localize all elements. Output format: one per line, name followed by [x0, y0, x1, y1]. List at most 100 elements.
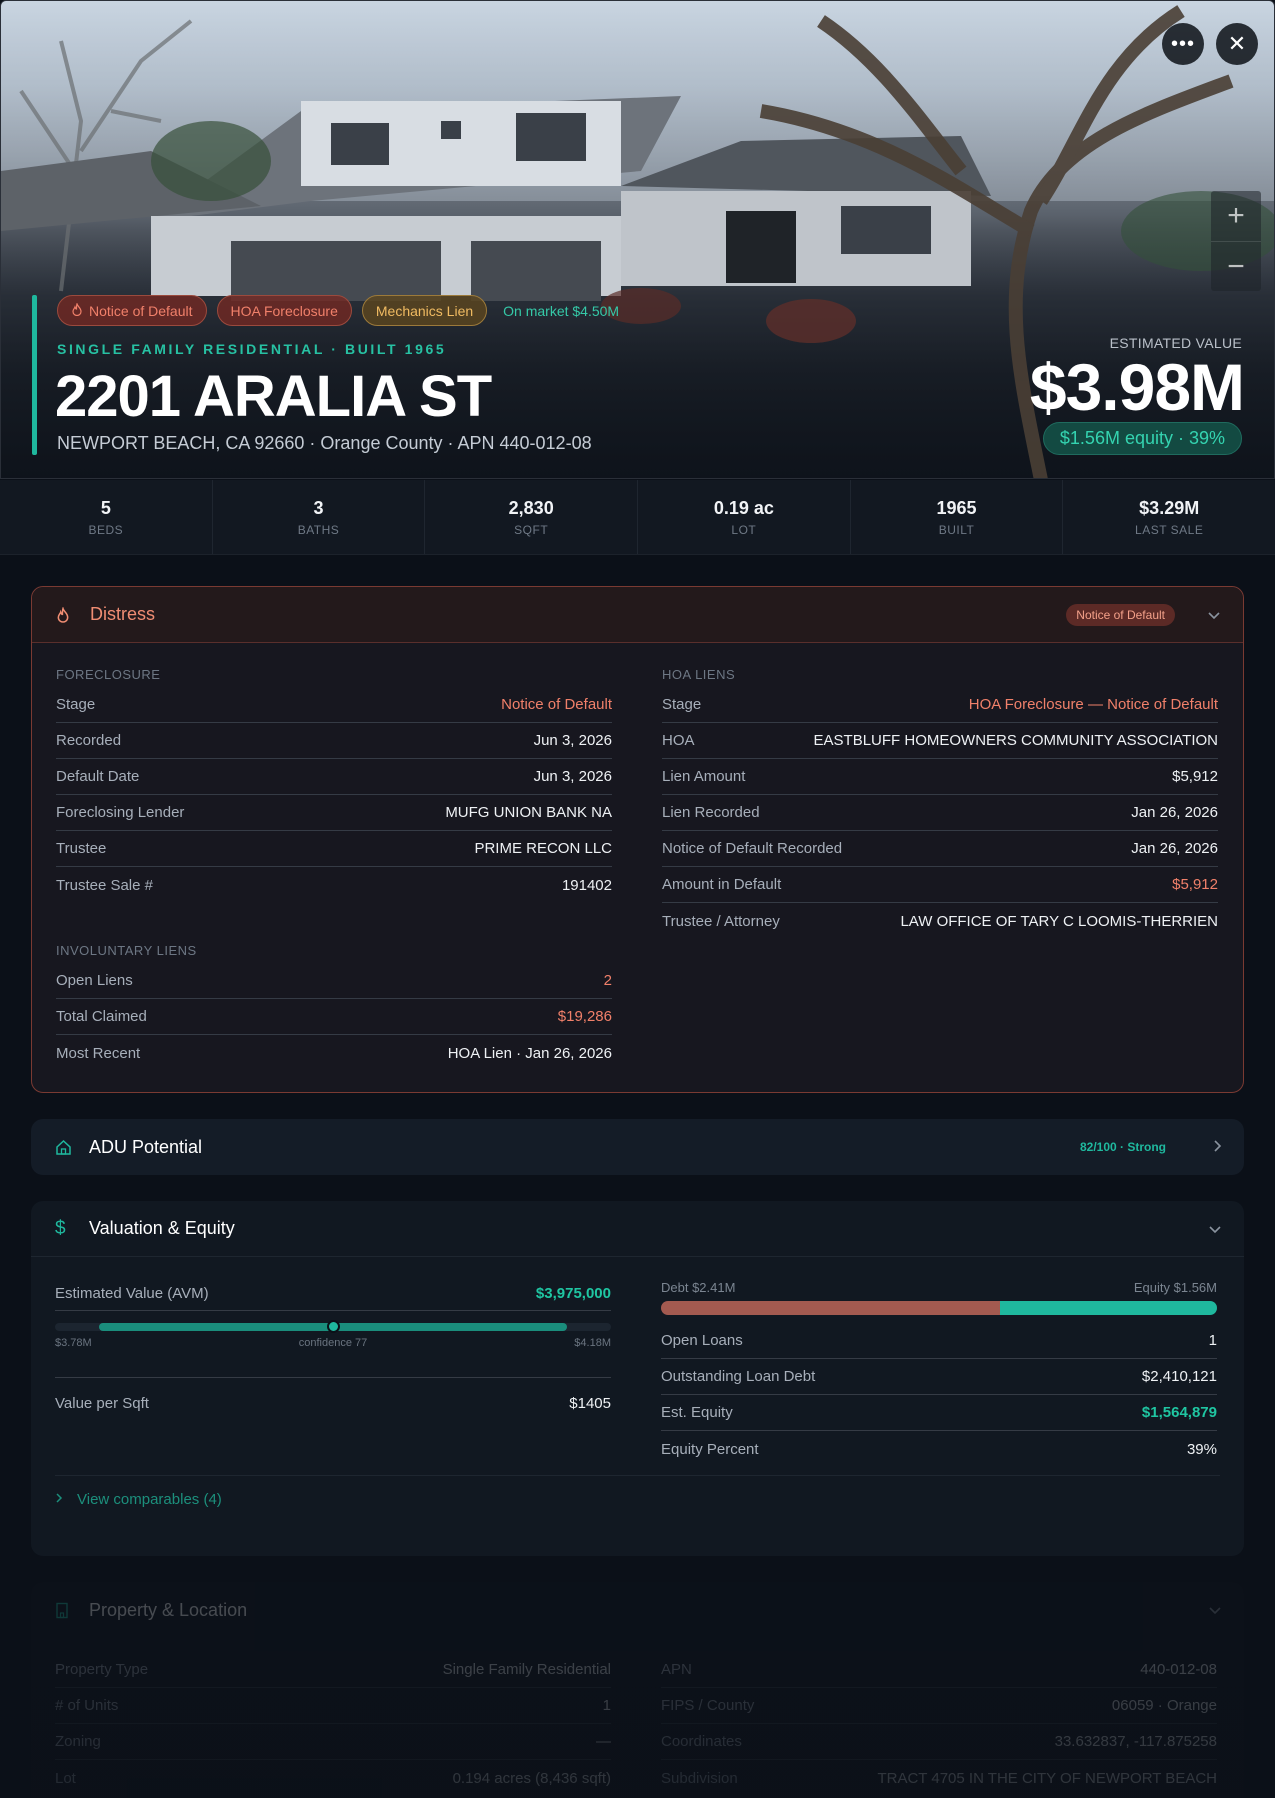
row-value: Jun 3, 2026 [533, 732, 612, 749]
row-value: Jan 26, 2026 [1131, 840, 1218, 857]
row-value: $19,286 [557, 1008, 612, 1025]
row-key: Est. Equity [661, 1404, 733, 1421]
row-key: Stage [56, 696, 96, 713]
close-icon: ✕ [1227, 31, 1247, 56]
building-icon [55, 1602, 75, 1619]
detail-row: Most Recent HOA Lien · Jan 26, 2026 [56, 1035, 612, 1071]
row-key: Lot [55, 1769, 76, 1787]
row-value: $5,912 [1172, 876, 1218, 893]
involuntary-liens-panel: INVOLUNTARY LIENS Open Liens 2 Total Claim… [56, 937, 612, 1071]
hoa-liens-rows: Stage HOA Foreclosure — Notice of Default… [662, 687, 1218, 939]
distress-title: Distress [90, 604, 156, 624]
row-value: HOA Lien · Jan 26, 2026 [447, 1044, 612, 1062]
row-value: 33.632837, -117.875258 [1054, 1733, 1217, 1750]
confidence-label: confidence 77 [298, 1337, 368, 1349]
row-value: 0.194 acres (8,436 sqft) [452, 1769, 611, 1787]
chevron-down-icon[interactable] [1207, 607, 1221, 623]
property-right-rows: APN 440-012-08 FIPS / County 06059 · Orange… [661, 1652, 1217, 1796]
detail-row: Stage Notice of Default [56, 687, 612, 723]
property-header[interactable]: Property & Location [31, 1582, 1244, 1638]
close-button[interactable]: ✕ [1216, 23, 1258, 65]
tag-mechanics-lien[interactable]: Mechanics Lien [361, 295, 488, 326]
row-key: Open Liens [56, 972, 133, 989]
row-value: 440-012-08 [1140, 1661, 1217, 1678]
property-left-rows: Property Type Single Family Residential # … [55, 1652, 611, 1796]
detail-row: Lien Amount $5,912 [662, 759, 1218, 795]
distress-header[interactable]: Distress Notice of Default [32, 587, 1243, 643]
status-badge: Notice of Default [1066, 604, 1175, 626]
foreclosure-rows: Stage Notice of Default Recorded Jun 3, 202… [56, 687, 612, 903]
row-value: LAW OFFICE OF TARY C LOOMIS-THERRIEN [900, 912, 1218, 930]
flame-icon [71, 301, 83, 319]
row-key: HOA [662, 732, 695, 749]
debt-equity-bar [661, 1301, 1217, 1315]
stat-value: 0.19 ac [713, 498, 774, 518]
detail-row: Subdivision TRACT 4705 IN THE CITY OF NEW… [661, 1760, 1217, 1796]
zoom-out-button[interactable]: − [1211, 241, 1261, 291]
estimated-value: $3.98M [1029, 350, 1245, 424]
valuation-header[interactable]: $ Valuation & Equity [31, 1201, 1244, 1257]
equity-badge: $1.56M equity · 39% [1042, 422, 1242, 455]
row-key: Zoning [55, 1733, 101, 1750]
avm-panel: Estimated Value (AVM) $3,975,000 $3.78M … [55, 1277, 611, 1429]
equity-panel: Debt $2.41M Equity $1.56M Open Loans 1 Out… [661, 1275, 1217, 1467]
row-key: Foreclosing Lender [56, 804, 185, 821]
view-comparables-link[interactable]: View comparables (4) [55, 1491, 222, 1508]
value-range-track [55, 1320, 611, 1333]
stat-sqft: 2,830 SQFT [425, 480, 639, 554]
stat-lot: 0.19 ac LOT [638, 480, 851, 554]
valuation-equity-section: $ Valuation & Equity Estimated Value (AV… [31, 1201, 1244, 1556]
range-labels: $3.78M confidence 77 $4.18M [55, 1337, 611, 1349]
row-key: Trustee / Attorney [662, 912, 780, 930]
tag-hoa-foreclosure[interactable]: HOA Foreclosure [216, 295, 352, 326]
property-address: 2201 ARALIA ST [55, 364, 492, 429]
stat-beds: 5 BEDS [0, 480, 213, 554]
distress-section: Distress Notice of Default FORECLOSURE S… [31, 586, 1244, 1093]
involuntary-liens-rows: Open Liens 2 Total Claimed $19,286 Most Rece… [56, 963, 612, 1071]
property-subtitle: SINGLE FAMILY RESIDENTIAL · BUILT 1965 [57, 341, 447, 357]
detail-row: Recorded Jun 3, 2026 [56, 723, 612, 759]
chevron-down-icon[interactable] [1208, 1221, 1222, 1237]
detail-row: Outstanding Loan Debt $2,410,121 [661, 1359, 1217, 1395]
row-key: Lien Recorded [662, 804, 760, 821]
adu-header[interactable]: ADU Potential 82/100 · Strong [31, 1119, 1244, 1175]
detail-row: Lot 0.194 acres (8,436 sqft) [55, 1760, 611, 1796]
row-key: Lien Amount [662, 768, 746, 785]
section-label: INVOLUNTARY LIENS [56, 942, 197, 958]
row-key: Stage [662, 696, 702, 713]
detail-row: Est. Equity $1,564,879 [661, 1395, 1217, 1431]
row-key: Equity Percent [661, 1440, 759, 1458]
detail-row: HOA EASTBLUFF HOMEOWNERS COMMUNITY ASSOCI… [662, 723, 1218, 759]
row-key: Default Date [56, 768, 140, 785]
chevron-right-icon[interactable] [1213, 1139, 1222, 1156]
chevron-down-icon[interactable] [1208, 1602, 1222, 1618]
property-location: NEWPORT BEACH, CA 92660 · Orange County … [57, 433, 592, 453]
row-key: Coordinates [661, 1733, 742, 1750]
adu-potential-section[interactable]: ADU Potential 82/100 · Strong [31, 1119, 1244, 1175]
detail-row: Open Liens 2 [56, 963, 612, 999]
zoom-in-button[interactable]: + [1227, 199, 1245, 232]
stat-built: 1965 BUILT [851, 480, 1064, 554]
valuation-title: Valuation & Equity [89, 1218, 235, 1238]
more-options-button[interactable]: ••• [1162, 23, 1204, 65]
row-value: EASTBLUFF HOMEOWNERS COMMUNITY ASSOCIATI… [813, 732, 1218, 749]
row-value: 06059 · Orange [1111, 1697, 1217, 1714]
detail-row: Foreclosing Lender MUFG UNION BANK NA [56, 795, 612, 831]
adu-score: 82/100 · Strong [1079, 1140, 1166, 1154]
row-key: Trustee Sale # [56, 876, 153, 894]
debt-segment [661, 1301, 1001, 1315]
row-value: 2 [603, 972, 612, 989]
estimated-value-label: ESTIMATED VALUE [1109, 335, 1242, 351]
detail-row: Lien Recorded Jan 26, 2026 [662, 795, 1218, 831]
row-key: Trustee [56, 840, 107, 857]
row-key: APN [661, 1661, 692, 1678]
row-key: Property Type [55, 1661, 149, 1678]
row-value: $1405 [569, 1395, 611, 1412]
row-key: FIPS / County [661, 1697, 755, 1714]
tag-notice-of-default[interactable]: Notice of Default [57, 295, 207, 326]
row-value: MUFG UNION BANK NA [445, 804, 612, 821]
stat-label: LOT [731, 523, 757, 537]
stat-value: 3 [313, 498, 324, 518]
section-label: FORECLOSURE [56, 666, 161, 682]
row-value: HOA Foreclosure — Notice of Default [968, 696, 1218, 713]
